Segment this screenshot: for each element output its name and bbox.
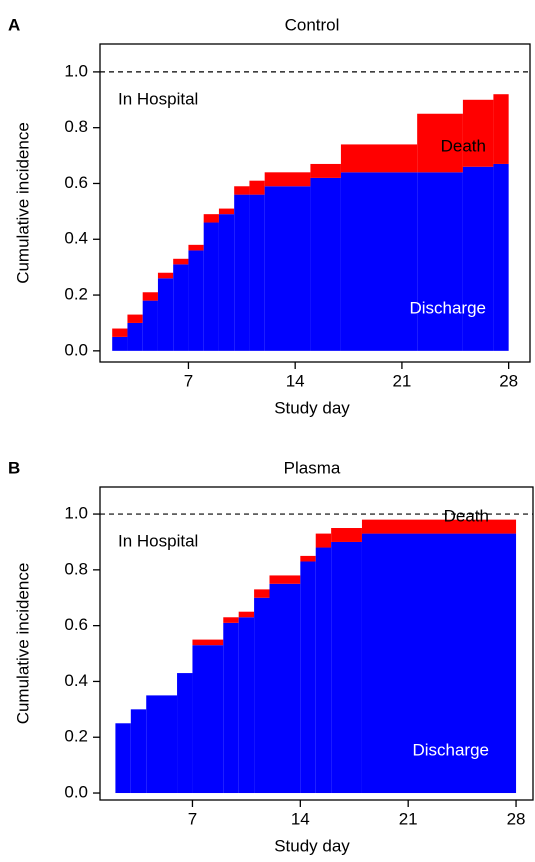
annotation: In Hospital [118, 89, 198, 108]
step-segment [417, 172, 463, 351]
y-axis-label: Cumulative incidence [13, 122, 32, 284]
step-segment [315, 533, 332, 548]
step-segment [192, 645, 224, 794]
step-segment [249, 180, 265, 195]
step-segment [234, 194, 250, 351]
step-segment [361, 533, 517, 794]
step-segment [112, 336, 128, 351]
x-tick-label: 21 [392, 371, 411, 390]
step-segment [223, 622, 239, 794]
y-tick-label: 0.6 [64, 615, 88, 634]
y-tick-label: 1.0 [64, 504, 88, 523]
step-segment [249, 194, 265, 351]
step-segment [203, 222, 219, 351]
step-segment [493, 163, 509, 351]
x-tick-label: 14 [291, 809, 310, 828]
step-segment [417, 113, 463, 173]
x-axis-label: Study day [274, 398, 350, 417]
step-segment [331, 541, 362, 794]
y-tick-label: 0.0 [64, 340, 88, 359]
step-segment [264, 186, 311, 351]
step-segment [223, 617, 239, 623]
y-tick-label: 0.2 [64, 727, 88, 746]
panel-label: B [8, 458, 20, 477]
panel-label: A [8, 15, 20, 34]
chart-title: Plasma [284, 458, 341, 477]
y-tick-label: 0.4 [64, 229, 88, 248]
x-axis-label: Study day [274, 836, 350, 855]
step-segment [142, 300, 158, 351]
step-segment [157, 272, 174, 279]
series-label: Discharge [409, 298, 486, 317]
step-segment [264, 172, 311, 187]
step-segment [177, 673, 193, 794]
step-segment [157, 278, 174, 351]
step-segment [127, 322, 143, 351]
step-segment [361, 519, 517, 534]
y-axis-label: Cumulative incidence [13, 563, 32, 725]
step-segment [203, 214, 219, 223]
step-segment [340, 144, 418, 173]
step-segment [173, 264, 189, 351]
step-segment [340, 172, 418, 351]
series-label: Death [444, 506, 489, 525]
step-segment [269, 575, 301, 584]
step-segment [254, 589, 270, 598]
y-tick-label: 0.0 [64, 783, 88, 802]
x-tick-label: 28 [507, 809, 526, 828]
step-segment [173, 258, 189, 265]
series-label: Discharge [412, 741, 489, 760]
y-tick-label: 1.0 [64, 61, 88, 80]
step-segment [238, 611, 255, 618]
step-segment [310, 163, 341, 178]
y-tick-label: 0.2 [64, 285, 88, 304]
x-tick-label: 28 [499, 371, 518, 390]
step-segment [300, 555, 316, 562]
step-segment [300, 561, 316, 794]
step-segment [188, 250, 204, 351]
step-segment [493, 94, 509, 164]
step-segment [218, 214, 235, 351]
step-segment [254, 597, 270, 794]
y-tick-label: 0.8 [64, 117, 88, 136]
chart-title: Control [285, 15, 340, 34]
y-tick-label: 0.6 [64, 173, 88, 192]
x-tick-label: 7 [188, 809, 197, 828]
step-segment [192, 639, 224, 646]
series-label: Death [441, 137, 486, 156]
annotation: In Hospital [118, 531, 198, 550]
step-segment [238, 617, 255, 794]
step-segment [218, 208, 235, 215]
step-segment [112, 328, 128, 337]
step-segment [462, 166, 494, 351]
step-segment [188, 244, 204, 251]
y-tick-label: 0.4 [64, 671, 88, 690]
step-segment [146, 695, 178, 794]
y-tick-label: 0.8 [64, 559, 88, 578]
step-segment [315, 547, 332, 794]
step-segment [234, 186, 250, 195]
x-tick-label: 21 [399, 809, 418, 828]
step-segment [462, 99, 494, 167]
step-segment [127, 314, 143, 323]
step-segment [142, 292, 158, 301]
step-segment [269, 583, 301, 794]
step-segment [130, 709, 147, 794]
step-segment [115, 723, 131, 794]
x-tick-label: 7 [184, 371, 193, 390]
x-tick-label: 14 [286, 371, 305, 390]
plot-frame [99, 43, 531, 363]
step-segment [331, 528, 362, 542]
plot-frame [99, 486, 534, 801]
step-segment [310, 177, 341, 351]
